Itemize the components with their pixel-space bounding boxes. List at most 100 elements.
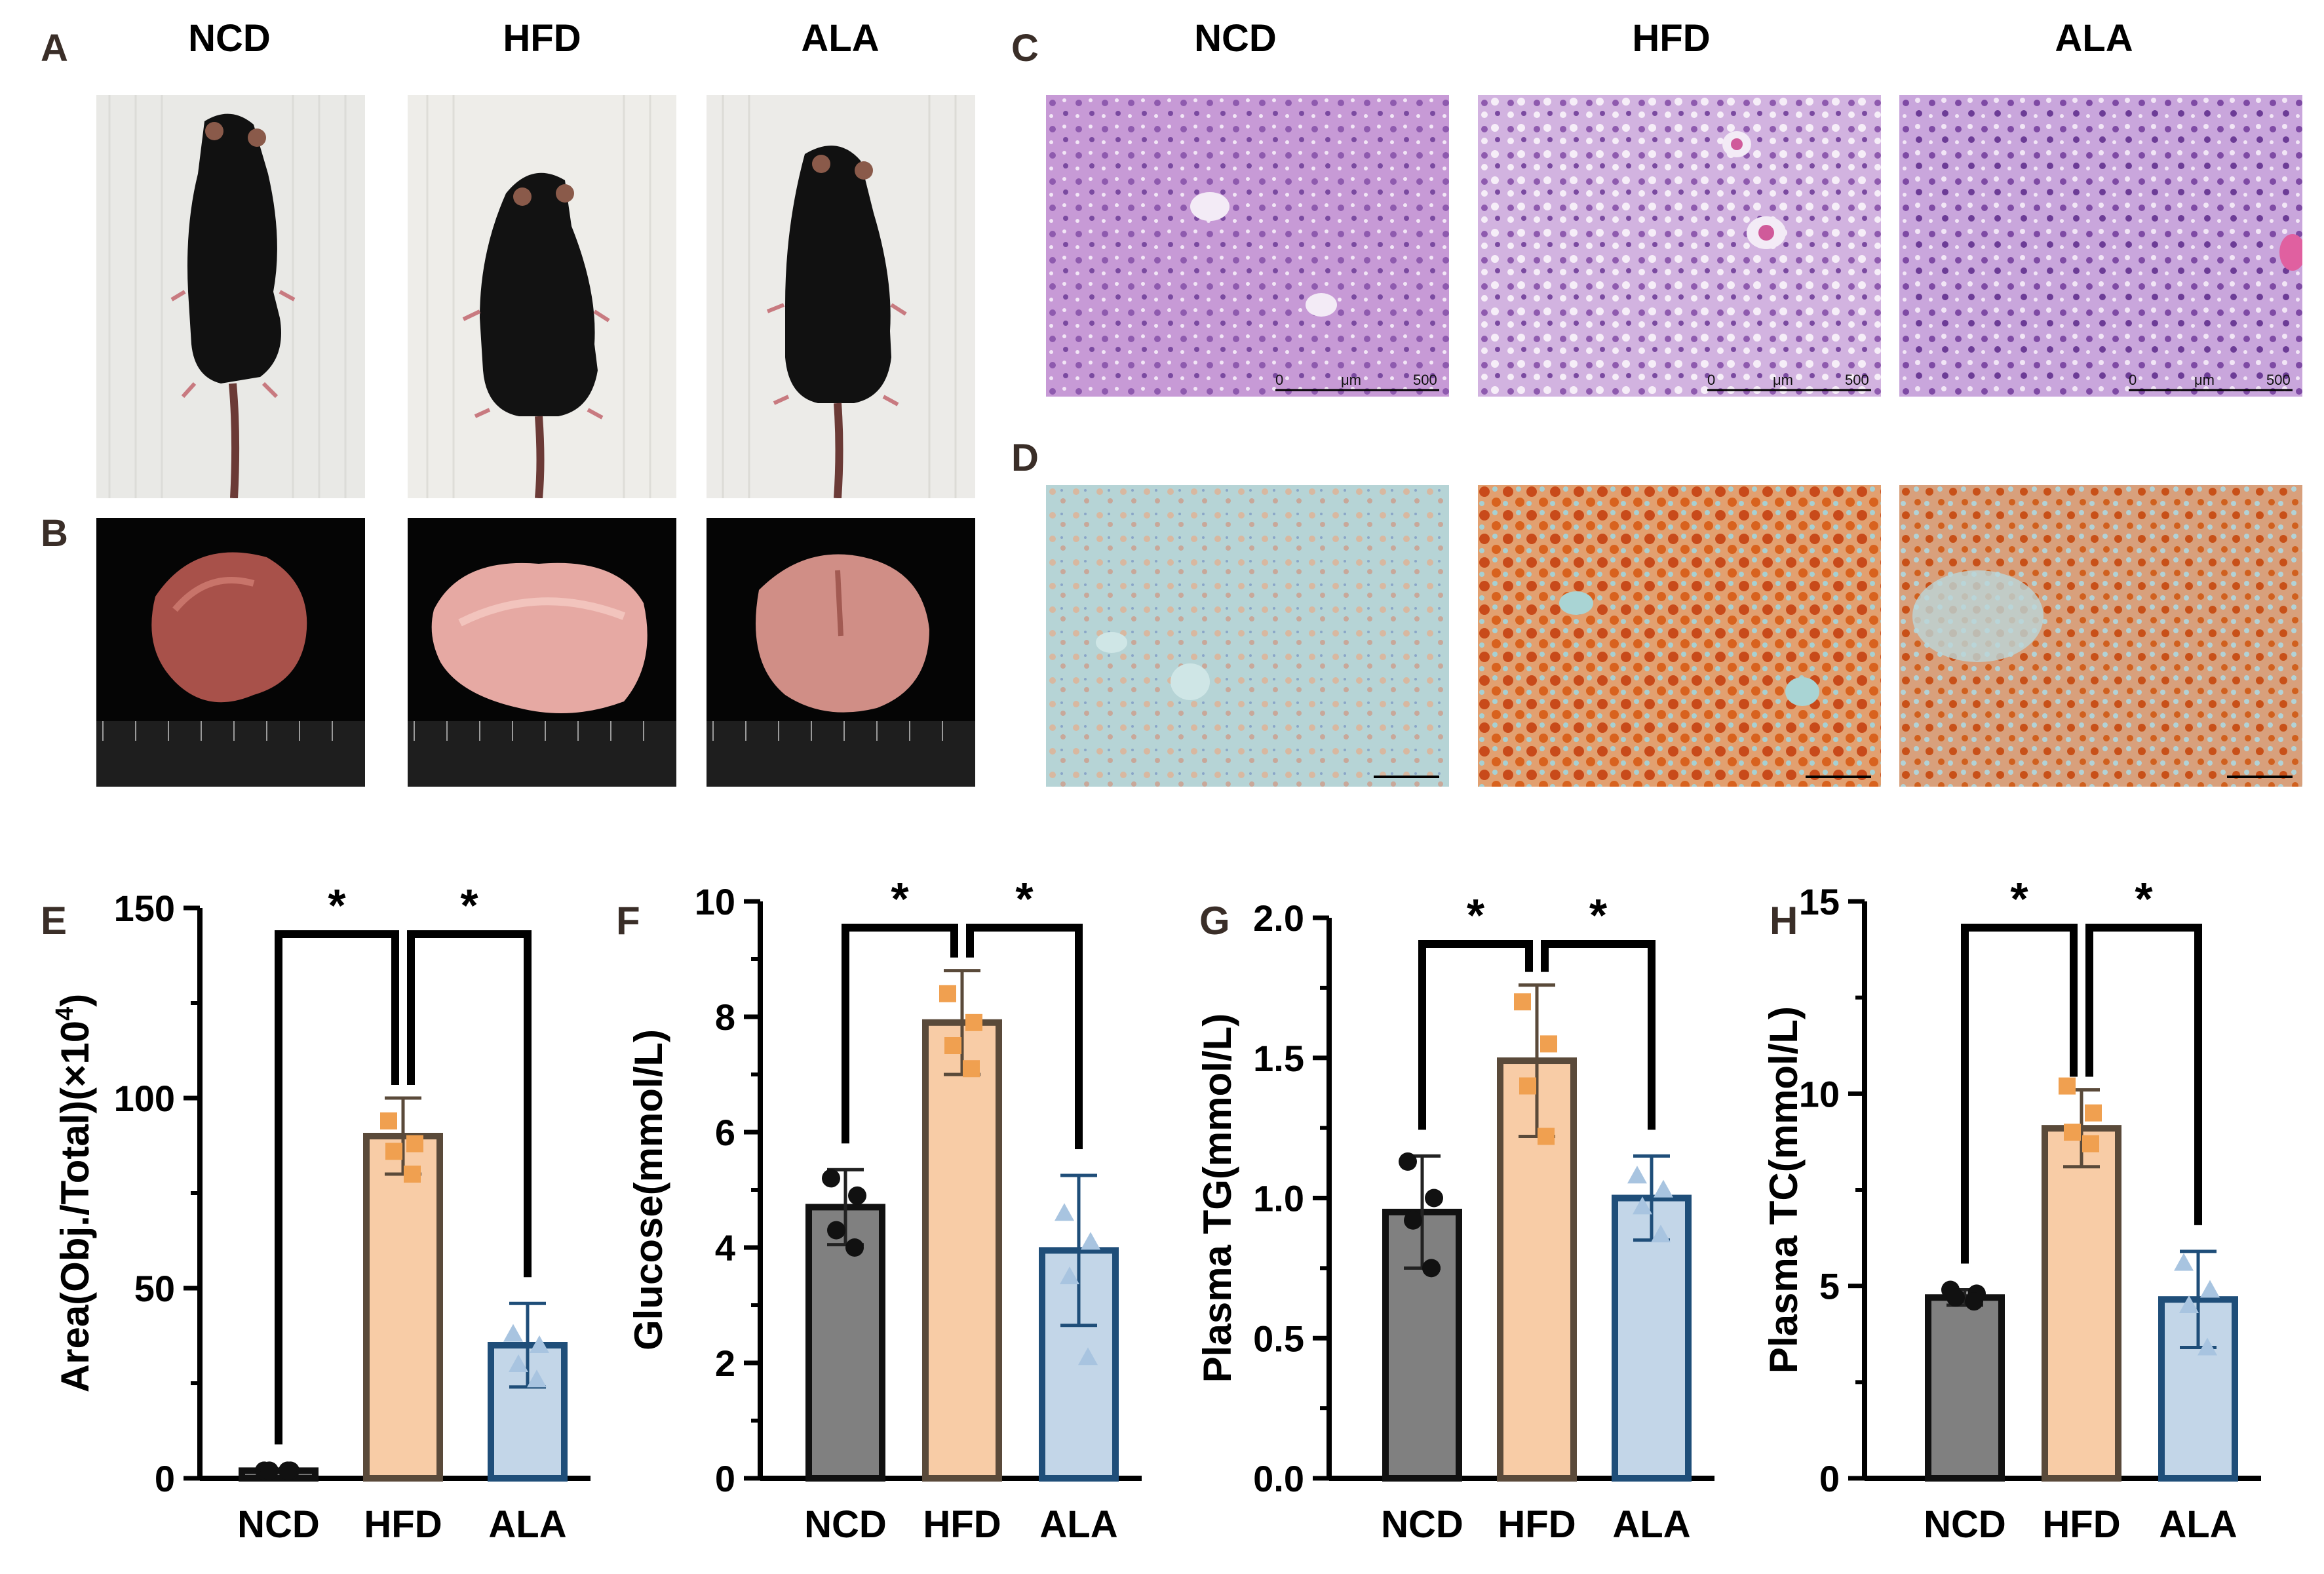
data-point-g-ncd [1422, 1259, 1441, 1278]
scale-bar-unit-ala: μm [2194, 372, 2215, 388]
data-point-g-ncd [1425, 1189, 1443, 1208]
x-tick-label-g: HFD [1498, 1503, 1576, 1546]
data-point-e-hfd [406, 1135, 423, 1152]
x-tick-label-h: NCD [1924, 1503, 2006, 1546]
x-tick-label-e: ALA [488, 1503, 566, 1546]
data-point-f-hfd [965, 1013, 982, 1031]
bar-h-hfd [2042, 1125, 2121, 1482]
y-tick-label-h: 10 [1799, 1073, 1840, 1114]
bar-e-ncd [239, 1467, 319, 1482]
data-point-e-ala [509, 1354, 528, 1372]
data-point-e-ala [530, 1335, 549, 1353]
y-tick-label-f: 8 [715, 996, 735, 1038]
data-point-e-hfd [404, 1166, 421, 1183]
significance-bracket-g [1541, 940, 1656, 1130]
data-point-h-hfd [2082, 1135, 2099, 1152]
significance-bracket-e [407, 930, 532, 1278]
he-histology-hfd: 0 μm 500 [1478, 95, 1881, 397]
scale-bar-end-ala: 500 [2266, 372, 2291, 388]
y-tick-label-h: 15 [1799, 881, 1840, 922]
bar-f-ala [1039, 1247, 1119, 1482]
data-point-e-ncd [255, 1461, 273, 1480]
oil-red-histology-ala [1899, 485, 2302, 787]
x-tick-label-f: NCD [804, 1503, 887, 1546]
group-title-ala-a: ALA [801, 17, 880, 60]
significance-bracket-h [2085, 924, 2202, 1225]
data-point-g-hfd [1519, 1077, 1536, 1095]
bar-e-ala [488, 1342, 568, 1482]
oil-red-histology-ncd [1046, 485, 1449, 787]
scale-bar-start-ala: 0 [2129, 372, 2137, 388]
group-title-ala-c: ALA [2055, 17, 2133, 60]
significance-star-f: * [1015, 873, 1034, 924]
panel-label-b: B [41, 512, 68, 555]
scale-bar-unit-hfd: μm [1773, 372, 1793, 388]
data-point-f-hfd [963, 1060, 980, 1078]
y-tick-label-e: 100 [114, 1078, 175, 1119]
data-point-f-ala [1078, 1347, 1098, 1366]
y-tick-label-g: 2.0 [1253, 897, 1304, 939]
significance-bracket-e [275, 930, 399, 1445]
x-tick-label-e: HFD [364, 1503, 442, 1546]
y-tick-label-g: 1.5 [1253, 1038, 1304, 1079]
x-tick-label-h: ALA [2159, 1503, 2237, 1546]
y-tick-label-g: 0.0 [1253, 1458, 1304, 1499]
data-point-h-ala [2200, 1280, 2220, 1298]
significance-star-g: * [1467, 890, 1485, 941]
mouse-photo-ala [707, 95, 975, 498]
group-title-hfd-a: HFD [503, 17, 581, 60]
liver-photo-ala [707, 518, 975, 787]
y-tick-label-h: 0 [1819, 1458, 1840, 1499]
significance-bracket-f [842, 924, 958, 1144]
data-point-h-hfd [2064, 1124, 2081, 1141]
liver-photo-ncd [96, 518, 365, 787]
panel-label-d: D [1011, 437, 1039, 479]
y-tick-label-g: 0.5 [1253, 1318, 1304, 1359]
y-tick-label-e: 0 [155, 1458, 175, 1499]
data-point-g-ala [1633, 1196, 1652, 1215]
data-point-f-ala [1081, 1232, 1100, 1250]
y-axis-label-e: Area(Obj./Total)(×104) [51, 994, 97, 1392]
he-histology-ala: 0 μm 500 [1899, 95, 2302, 397]
scale-bar-end-ncd: 500 [1413, 372, 1437, 388]
significance-star-e: * [328, 880, 346, 931]
significance-bracket-h [1961, 924, 2078, 1264]
data-point-f-ncd [827, 1221, 845, 1240]
mouse-photo-hfd [408, 95, 676, 498]
data-point-f-ala [1055, 1203, 1074, 1221]
data-point-f-hfd [944, 1037, 961, 1054]
y-tick-label-f: 4 [715, 1227, 735, 1269]
significance-star-g: * [1589, 890, 1608, 941]
panel-label-e: E [41, 899, 67, 943]
bar-h-ncd [1925, 1294, 2005, 1482]
y-tick-label-f: 0 [715, 1458, 735, 1499]
scale-bar-unit-ncd: μm [1341, 372, 1361, 388]
bar-g-hfd [1497, 1057, 1577, 1482]
data-point-g-ala [1627, 1166, 1647, 1184]
y-axis-label-h: Plasma TC(mmol/L) [1762, 1006, 1806, 1373]
x-tick-label-f: ALA [1039, 1503, 1117, 1546]
panel-label-g: G [1199, 899, 1230, 943]
data-point-h-ncd [1941, 1280, 1960, 1299]
bar-h-ala [2158, 1296, 2238, 1482]
bar-g-ala [1612, 1194, 1692, 1482]
y-tick-label-e: 150 [114, 888, 175, 929]
scale-bar-end-hfd: 500 [1845, 372, 1869, 388]
he-histology-ncd: 0 μm 500 [1046, 95, 1449, 397]
panel-label-c: C [1011, 27, 1039, 69]
data-point-g-ncd [1404, 1211, 1422, 1230]
y-axis-label-g: Plasma TG(mmol/L) [1195, 1013, 1239, 1383]
data-point-f-ala [1060, 1267, 1079, 1284]
x-tick-label-f: HFD [923, 1503, 1001, 1546]
data-point-e-ncd [260, 1461, 279, 1480]
data-point-h-ncd [1965, 1292, 1983, 1311]
scale-bar-start-ncd: 0 [1275, 372, 1283, 388]
data-point-h-ncd [1967, 1284, 1986, 1303]
y-axis-label-f: Glucose(mmol/L) [627, 1029, 670, 1350]
x-tick-label-h: HFD [2042, 1503, 2120, 1546]
group-title-ncd-a: NCD [188, 17, 271, 60]
y-tick-label-f: 10 [695, 881, 735, 922]
data-point-h-ala [2179, 1295, 2199, 1313]
data-point-g-hfd [1538, 1128, 1555, 1145]
data-point-g-ala [1654, 1179, 1673, 1198]
